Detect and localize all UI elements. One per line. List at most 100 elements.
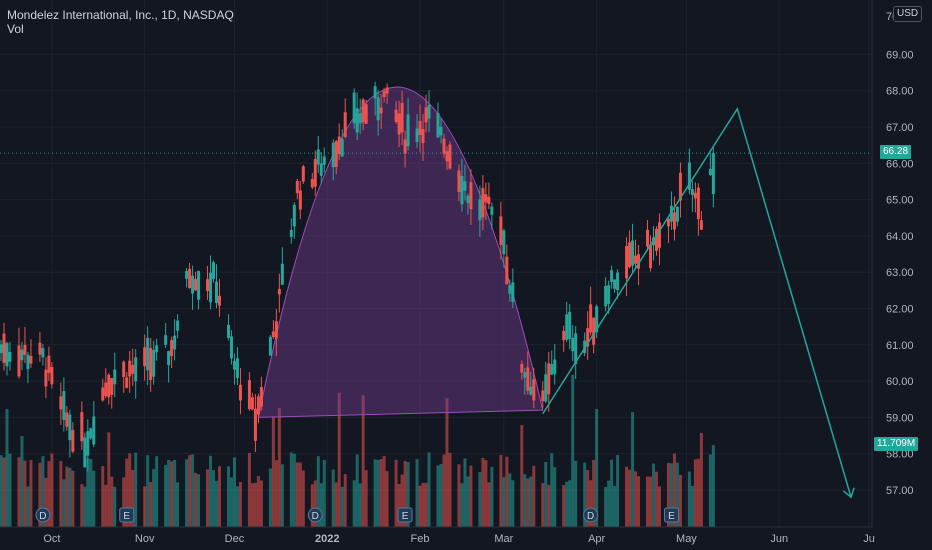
volume-bar — [235, 486, 239, 527]
volume-bar — [47, 461, 51, 527]
volume-indicator-label[interactable]: Vol — [7, 22, 24, 36]
volume-bar — [0, 455, 3, 527]
volume-bar — [110, 476, 114, 527]
volume-bar — [651, 463, 655, 527]
cup-shape — [257, 86, 544, 418]
candle-body — [505, 256, 509, 285]
candle-body — [212, 262, 216, 279]
candle — [8, 341, 12, 371]
candle — [439, 118, 443, 144]
candle-body — [469, 182, 473, 210]
candle — [541, 381, 545, 409]
candle-body — [463, 181, 467, 191]
candle — [65, 406, 69, 431]
earnings-marker[interactable]: E — [397, 507, 413, 523]
earnings-marker[interactable]: E — [119, 507, 135, 523]
volume-bar — [532, 465, 536, 527]
candle — [167, 350, 171, 383]
candle-body — [415, 128, 419, 142]
marker-badge — [663, 507, 679, 523]
volume-bar — [107, 432, 111, 527]
candle-body — [191, 275, 195, 294]
candle — [173, 319, 177, 361]
candle-body — [277, 288, 281, 295]
candle — [379, 94, 383, 130]
volume-bar — [268, 468, 272, 527]
candle — [469, 169, 473, 225]
candle — [250, 392, 254, 411]
currency-button[interactable]: USD — [893, 6, 923, 22]
volume-bar — [176, 482, 180, 527]
candle-body — [331, 142, 335, 168]
candle — [610, 265, 614, 289]
candle-body — [589, 304, 593, 333]
candle-body — [544, 374, 548, 402]
x-tick-label: Feb — [411, 533, 430, 545]
candle — [385, 83, 389, 104]
marker-label: E — [668, 511, 675, 522]
volume-bar — [589, 480, 593, 527]
candle — [113, 352, 117, 398]
candle — [699, 210, 703, 231]
candle — [280, 247, 284, 286]
earnings-marker[interactable]: E — [663, 507, 679, 523]
volume-bar — [271, 416, 275, 527]
candle-body — [0, 344, 3, 353]
candle — [457, 164, 461, 202]
marker-label: D — [312, 511, 319, 522]
volume-bar — [526, 478, 530, 527]
candle — [487, 182, 491, 209]
volume-bar — [562, 484, 566, 527]
candle-body — [71, 430, 75, 452]
volume-bar — [155, 456, 159, 527]
candle — [571, 325, 575, 361]
candle — [143, 334, 147, 381]
volume-bar — [397, 484, 401, 527]
candle — [463, 164, 467, 201]
volume-bar — [143, 486, 147, 527]
candle-body — [352, 92, 356, 124]
volume-bar — [364, 470, 368, 527]
candle — [62, 377, 66, 432]
volume-bar — [50, 453, 54, 527]
x-tick-label: Dec — [225, 533, 245, 545]
volume-bar — [191, 454, 195, 527]
volume-bar — [424, 482, 428, 527]
volume-bar — [418, 485, 422, 527]
candle — [212, 260, 216, 283]
candle — [83, 432, 87, 468]
candle-body — [167, 351, 171, 366]
candle-body — [26, 354, 30, 370]
candle — [505, 244, 509, 285]
candle-body — [229, 336, 233, 359]
candle-body — [637, 254, 641, 269]
dividend-marker[interactable]: D — [307, 507, 323, 523]
candle-body — [690, 189, 694, 196]
y-tick-label: 59.00 — [886, 412, 914, 424]
dividend-marker[interactable]: D — [583, 507, 599, 523]
dividend-marker[interactable]: D — [35, 507, 51, 523]
candle — [331, 139, 335, 181]
y-tick-label: 69.00 — [886, 49, 914, 61]
candle-body — [295, 181, 299, 194]
candle-body — [68, 414, 72, 441]
volume-bar — [463, 458, 467, 527]
candle — [532, 367, 536, 409]
marker-badge — [119, 507, 135, 523]
candle-body — [316, 149, 320, 165]
volume-bar — [687, 471, 691, 527]
candle-body — [646, 229, 650, 247]
volume-bar — [229, 477, 233, 527]
volume-bar — [29, 460, 33, 527]
candle-body — [298, 190, 302, 210]
candle-body — [337, 136, 341, 155]
volume-bar — [295, 462, 299, 527]
candle-body — [256, 396, 260, 415]
candle — [553, 343, 557, 385]
candle-body — [574, 333, 578, 365]
volume-bar — [607, 480, 611, 527]
candle — [59, 382, 63, 425]
candle — [110, 377, 114, 409]
